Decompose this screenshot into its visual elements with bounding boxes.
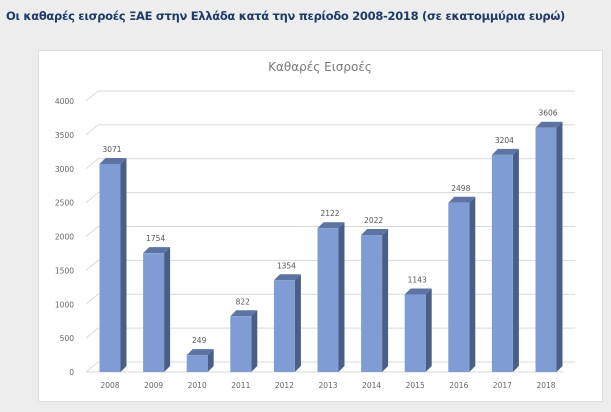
y-tick-label: 2000 xyxy=(55,233,74,242)
gridline-diagonal xyxy=(85,158,99,170)
data-label: 1354 xyxy=(277,261,296,270)
y-tick-label: 1000 xyxy=(55,300,74,309)
x-tick-label: 2014 xyxy=(362,381,381,390)
chart-title: Καθαρές Εισροές xyxy=(268,60,372,74)
gridline-diagonal xyxy=(85,90,99,102)
bar xyxy=(491,154,513,372)
data-label: 2022 xyxy=(364,216,383,225)
x-tick-label: 2008 xyxy=(100,381,119,390)
y-tick-label: 4000 xyxy=(55,97,74,106)
y-tick-label: 0 xyxy=(69,368,74,377)
bar xyxy=(99,163,121,372)
data-label: 3204 xyxy=(495,136,514,145)
data-label: 2122 xyxy=(320,209,339,218)
gridline-diagonal xyxy=(85,361,99,373)
bar xyxy=(361,235,383,372)
data-label: 249 xyxy=(192,336,207,345)
bar xyxy=(317,228,339,372)
bar-top xyxy=(491,148,519,155)
bar-top xyxy=(448,196,476,203)
bar-side xyxy=(164,247,171,372)
x-tick-label: 2012 xyxy=(275,381,294,390)
data-label: 3071 xyxy=(102,145,121,154)
page-title: Οι καθαρές εισροές ΞΑΕ στην Ελλάδα κατά … xyxy=(6,9,566,23)
data-label: 2498 xyxy=(451,184,470,193)
bar-top xyxy=(230,310,258,317)
bar-top xyxy=(143,247,171,254)
gridline-diagonal xyxy=(85,293,99,305)
bar-top xyxy=(186,349,214,356)
x-tick-label: 2016 xyxy=(449,381,468,390)
bar xyxy=(448,202,470,372)
bar-top xyxy=(361,229,389,236)
x-tick-label: 2010 xyxy=(188,381,207,390)
data-label: 3606 xyxy=(538,109,557,118)
bar-side xyxy=(469,196,476,372)
bar-top xyxy=(535,121,563,128)
data-label: 1754 xyxy=(146,234,165,243)
bar-top xyxy=(404,288,432,295)
gridline-diagonal xyxy=(85,226,99,237)
y-tick-label: 3000 xyxy=(55,165,74,174)
y-tick-label: 3500 xyxy=(55,131,74,140)
gridline-diagonal xyxy=(85,327,99,339)
x-tick-label: 2011 xyxy=(231,381,250,390)
bar xyxy=(186,355,208,372)
bar-side xyxy=(251,310,258,372)
y-tick-label: 500 xyxy=(60,334,75,343)
bar xyxy=(535,127,557,372)
y-tick-label: 2500 xyxy=(55,199,74,208)
bar-side xyxy=(382,229,389,372)
gridline-diagonal xyxy=(85,124,99,136)
gridline-diagonal xyxy=(85,259,99,271)
x-tick-label: 2017 xyxy=(493,381,512,390)
bar-side xyxy=(120,157,127,372)
x-tick-label: 2018 xyxy=(536,381,555,390)
data-label: 822 xyxy=(236,297,251,306)
bar-top xyxy=(273,274,301,281)
bar-top xyxy=(99,157,127,164)
bar-top xyxy=(317,222,345,229)
x-tick-label: 2009 xyxy=(144,381,163,390)
bar-side xyxy=(338,222,345,372)
data-label: 1143 xyxy=(408,276,427,285)
y-tick-label: 1500 xyxy=(55,266,74,275)
bar xyxy=(230,316,252,372)
bar xyxy=(404,294,426,372)
bar-side xyxy=(512,148,519,372)
x-tick-label: 2013 xyxy=(318,381,337,390)
bar-side xyxy=(556,121,563,372)
bar xyxy=(273,280,295,372)
bar-side xyxy=(425,288,432,372)
bar-side xyxy=(294,274,301,372)
x-tick-label: 2015 xyxy=(406,381,425,390)
gridline-diagonal xyxy=(85,192,99,204)
bar xyxy=(143,253,165,372)
bar-side xyxy=(207,349,214,372)
